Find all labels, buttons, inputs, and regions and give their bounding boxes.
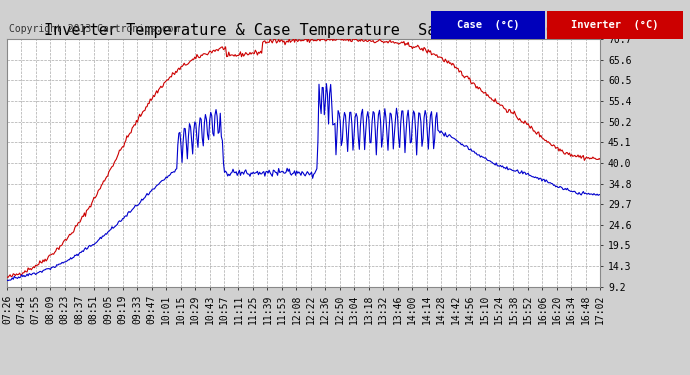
Text: Copyright 2013 Cartronics.com: Copyright 2013 Cartronics.com	[9, 24, 179, 34]
Bar	[547, 11, 683, 39]
Text: Case  (°C): Case (°C)	[457, 20, 519, 30]
Text: Inverter  (°C): Inverter (°C)	[571, 20, 659, 30]
Bar	[431, 11, 544, 39]
Title: Inverter Temperature & Case Temperature  Sat Jan 26 17:02: Inverter Temperature & Case Temperature …	[43, 23, 564, 38]
